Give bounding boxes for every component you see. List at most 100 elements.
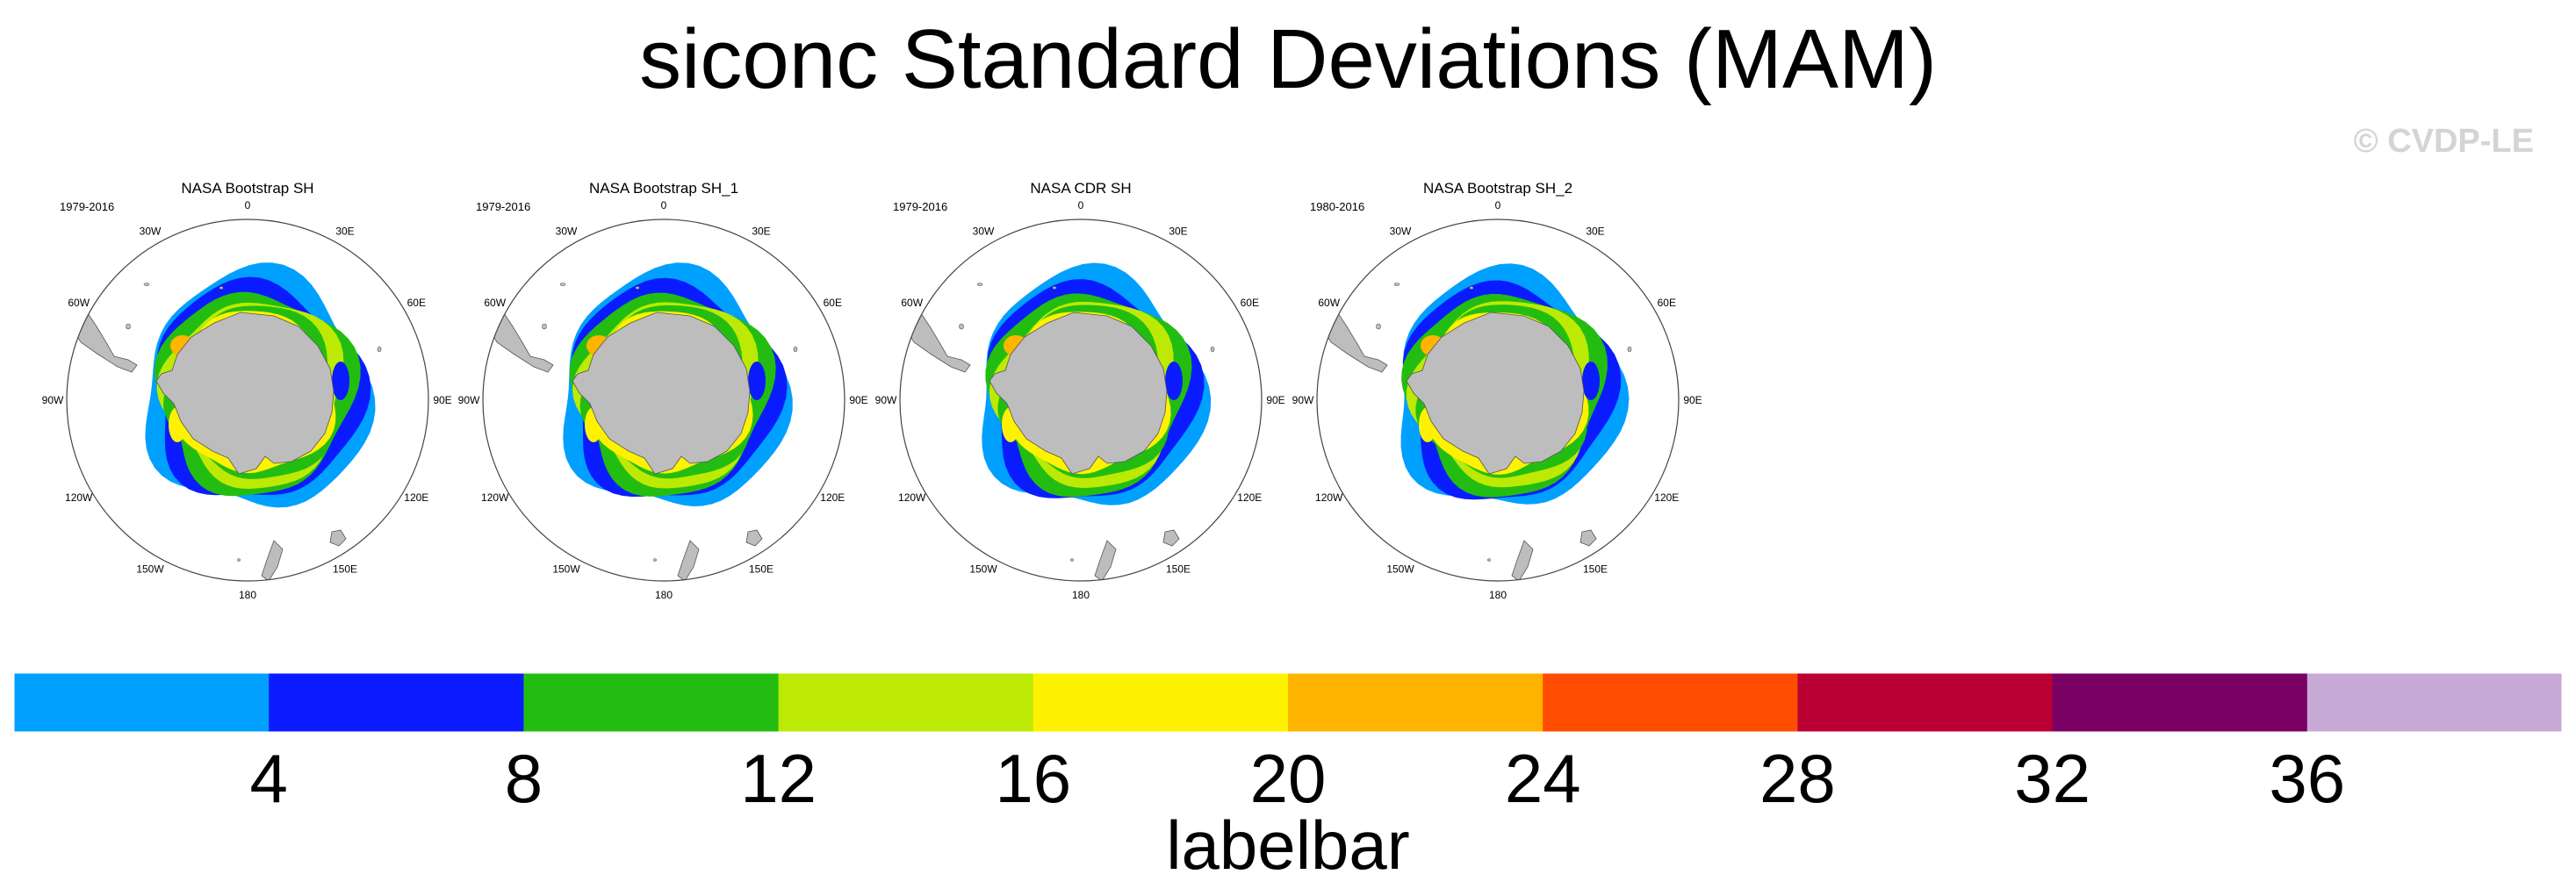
longitude-label: 150E — [333, 563, 357, 575]
longitude-label: 120E — [404, 491, 428, 504]
tasmania-land — [745, 529, 763, 547]
ice-patch — [1165, 362, 1183, 400]
longitude-label: 90E — [1683, 394, 1702, 406]
colorbar-tick-label: 20 — [1250, 740, 1327, 817]
longitude-label: 90W — [875, 394, 897, 406]
colorbar-swatch — [778, 673, 1034, 732]
longitude-label: 150E — [749, 563, 774, 575]
longitude-label: 30E — [1586, 226, 1604, 238]
map-border — [482, 219, 845, 582]
map-panel: NASA Bootstrap SH_1 1979-2016 0 30E 60E 90E 12… — [458, 180, 868, 601]
antarctica-land — [155, 312, 335, 475]
longitude-label: 120E — [1237, 491, 1262, 504]
map-border — [899, 219, 1263, 582]
longitude-label: 0 — [1078, 199, 1084, 211]
copyright-watermark: © CVDP-LE — [2353, 123, 2534, 160]
tasmania-land — [1162, 529, 1180, 547]
longitude-label: 60E — [1241, 297, 1259, 309]
longitude-label: 180 — [655, 589, 673, 601]
tasmania-land — [1579, 529, 1597, 547]
colorbar-swatch — [2052, 673, 2308, 732]
colorbar-tick-label: 16 — [995, 740, 1071, 817]
longitude-label: 0 — [661, 199, 667, 211]
colorbar-swatch — [14, 673, 270, 732]
colorbar-tick-label: 24 — [1505, 740, 1581, 817]
colorbar: 4 8 12 16 20 24 28 32 36 labelbar — [13, 672, 2563, 884]
island-land — [653, 558, 657, 562]
island-land — [219, 286, 224, 290]
longitude-label: 90E — [433, 394, 451, 406]
colorbar-swatch — [1797, 673, 2054, 732]
colorbar-tick-label: 8 — [505, 740, 543, 817]
panel-period: 1979-2016 — [893, 200, 947, 213]
colorbar-swatch — [269, 673, 524, 732]
panel-period: 1980-2016 — [1310, 200, 1364, 213]
antarctica-land — [572, 312, 751, 475]
longitude-label: 150W — [136, 563, 164, 575]
longitude-label: 150W — [1386, 563, 1414, 575]
island-land — [542, 323, 547, 330]
longitude-label: 30E — [335, 226, 354, 238]
longitude-label: 150E — [1166, 563, 1191, 575]
longitude-label: 60W — [1318, 297, 1340, 309]
chart-title: siconc Standard Deviations (MAM) — [639, 12, 1937, 106]
longitude-label: 60W — [68, 297, 90, 309]
colorbar-swatch — [1543, 673, 1798, 732]
colorbar-frame — [13, 672, 2563, 733]
island-land — [1376, 323, 1381, 330]
longitude-label: 180 — [239, 589, 256, 601]
longitude-label: 90E — [849, 394, 867, 406]
longitude-label: 150E — [1583, 563, 1608, 575]
colorbar-swatch — [2306, 673, 2563, 732]
island-land — [959, 323, 964, 330]
island-land — [793, 346, 798, 353]
colorbar-swatch — [1288, 673, 1543, 732]
longitude-label: 120W — [481, 491, 509, 504]
colorbar-tick-label: 12 — [740, 740, 817, 817]
island-land — [237, 558, 241, 562]
map-panel: NASA CDR SH 1979-2016 0 30E 60E 90E 120E 150E 18… — [875, 180, 1285, 601]
ice-patch — [1582, 362, 1600, 400]
panel-period: 1979-2016 — [60, 200, 114, 213]
longitude-label: 30W — [1390, 226, 1412, 238]
colorbar-tick-label: 28 — [1759, 740, 1836, 817]
new-zealand-land — [677, 540, 700, 581]
longitude-label: 60W — [484, 297, 506, 309]
colorbar-swatch — [1033, 673, 1289, 732]
longitude-label: 60W — [901, 297, 923, 309]
colorbar-tick-label: 36 — [2269, 740, 2345, 817]
island-land — [635, 286, 640, 290]
antarctica-land — [1406, 312, 1585, 475]
longitude-label: 60E — [1658, 297, 1676, 309]
longitude-label: 150W — [969, 563, 997, 575]
longitude-label: 120W — [65, 491, 93, 504]
island-land — [377, 346, 382, 353]
map-panel: NASA Bootstrap SH 1979-2016 0 30E 60E 90E 120E… — [42, 180, 452, 601]
longitude-label: 120W — [898, 491, 926, 504]
island-land — [559, 283, 566, 286]
colorbar-swatch — [523, 673, 780, 732]
longitude-label: 180 — [1072, 589, 1090, 601]
longitude-label: 90W — [458, 394, 480, 406]
panel-title: NASA Bootstrap SH — [181, 180, 313, 197]
ice-patch — [748, 362, 766, 400]
new-zealand-land — [261, 540, 284, 581]
longitude-label: 60E — [407, 297, 426, 309]
longitude-label: 120E — [820, 491, 845, 504]
longitude-label: 90W — [1292, 394, 1314, 406]
tasmania-land — [329, 529, 347, 547]
longitude-label: 30E — [752, 226, 770, 238]
ice-patch — [332, 362, 349, 400]
panel-title: NASA Bootstrap SH_2 — [1423, 180, 1572, 197]
longitude-label: 30W — [140, 226, 162, 238]
longitude-label: 120E — [1654, 491, 1679, 504]
new-zealand-land — [1511, 540, 1534, 581]
antarctica-land — [989, 312, 1168, 475]
map-border — [1316, 219, 1680, 582]
longitude-label: 180 — [1489, 589, 1507, 601]
longitude-label: 90W — [42, 394, 64, 406]
longitude-label: 0 — [245, 199, 251, 211]
island-land — [1627, 346, 1632, 353]
longitude-label: 90E — [1266, 394, 1284, 406]
